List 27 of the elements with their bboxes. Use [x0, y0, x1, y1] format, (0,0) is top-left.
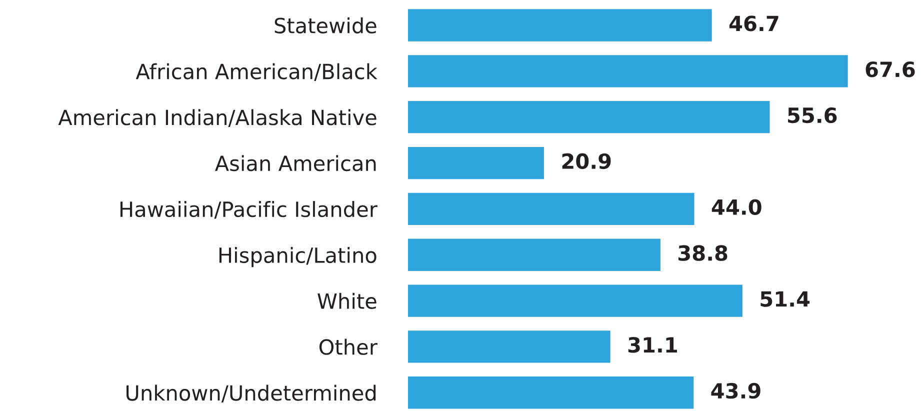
y-tick-label: Unknown/Undetermined — [126, 384, 376, 402]
data-label: 51.4 — [760, 291, 810, 307]
bar — [408, 376, 694, 409]
data-label: 55.6 — [788, 107, 837, 124]
bar — [408, 55, 848, 88]
y-tick-label: Hispanic/Latino — [219, 246, 376, 268]
y-tick-label: Hawaiian/Pacific Islander — [120, 201, 378, 219]
y-tick-label: Other — [319, 338, 378, 355]
y-tick-label: Asian American — [214, 155, 376, 172]
y-tick-label: White — [318, 292, 376, 309]
data-label: 46.7 — [729, 16, 778, 32]
bar — [408, 238, 660, 271]
bar — [408, 330, 610, 363]
bar — [408, 284, 742, 317]
data-label: 38.8 — [678, 245, 728, 261]
y-tick-label: Statewide — [274, 17, 376, 34]
data-label: 20.9 — [562, 153, 611, 170]
bar — [408, 101, 770, 134]
data-label: 31.1 — [628, 336, 677, 353]
data-label: 44.0 — [712, 199, 762, 215]
bar — [408, 192, 694, 226]
bar — [408, 9, 712, 42]
y-tick-label: American Indian/Alaska Native — [58, 109, 376, 127]
data-label: 67.6 — [866, 61, 915, 78]
data-label: 43.9 — [711, 382, 760, 399]
bar — [408, 146, 544, 180]
y-tick-label: African American/Black — [136, 63, 378, 82]
